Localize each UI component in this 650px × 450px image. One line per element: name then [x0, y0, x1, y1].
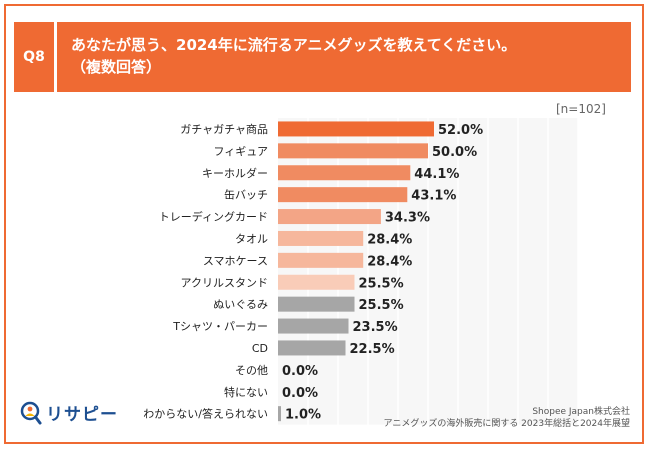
brand-logo-text: リサピー — [46, 405, 118, 425]
sample-size-label: [n=102] — [556, 102, 606, 116]
question-title-box: あなたが思う、2024年に流行るアニメグッズを教えてください。 （複数回答） — [57, 22, 631, 92]
value-label: 43.1% — [411, 189, 456, 204]
bar — [278, 318, 349, 334]
question-title-line1: あなたが思う、2024年に流行るアニメグッズを教えてください。 — [71, 36, 517, 54]
bar — [278, 209, 381, 225]
value-label: 52.0% — [438, 123, 483, 138]
bar — [278, 165, 411, 181]
category-label: トレーディングカード — [159, 210, 268, 224]
value-label: 50.0% — [432, 145, 477, 160]
source-company: Shopee Japan株式会社 — [532, 407, 630, 417]
category-label: スマホケース — [203, 254, 268, 267]
question-number-tab: Q8 — [14, 22, 54, 92]
category-label: タオル — [235, 232, 268, 245]
question-title-line2: （複数回答） — [71, 58, 162, 76]
bar — [278, 406, 281, 422]
category-label: 缶バッチ — [224, 188, 268, 202]
bar — [278, 187, 408, 203]
category-label: 特にない — [224, 385, 268, 399]
value-label: 28.4% — [367, 232, 412, 247]
value-label: 22.5% — [350, 342, 395, 357]
category-label: アクリルスタンド — [181, 276, 268, 289]
bar — [278, 296, 355, 312]
outer-frame — [4, 4, 644, 444]
question-number: Q8 — [23, 49, 45, 65]
source-footer: Shopee Japan株式会社 アニメグッズの海外販売に関する 2023年総括… — [384, 406, 631, 430]
brand-logo: リサピー — [20, 400, 118, 425]
bar — [278, 252, 364, 268]
value-label: 25.5% — [359, 298, 404, 313]
value-label: 0.0% — [282, 386, 318, 401]
value-label: 25.5% — [359, 276, 404, 291]
magnifier-person-icon — [20, 401, 42, 424]
value-label: 34.3% — [385, 211, 430, 226]
bar — [278, 274, 355, 290]
category-label: CD — [252, 342, 268, 355]
bar — [278, 340, 346, 356]
value-label: 1.0% — [285, 408, 321, 423]
category-label: わからない/答えられない — [143, 407, 268, 421]
value-label: 0.0% — [282, 364, 318, 379]
value-label: 44.1% — [414, 167, 459, 182]
category-label: キーホルダー — [202, 166, 268, 180]
category-label: Tシャツ・パーカー — [172, 320, 268, 333]
category-label: その他 — [235, 364, 268, 377]
category-label: ガチャガチャ商品 — [180, 122, 268, 136]
bar — [278, 143, 428, 159]
source-report-title: アニメグッズの海外販売に関する 2023年総括と2024年展望 — [383, 419, 631, 429]
category-label: ぬいぐるみ — [213, 298, 268, 311]
category-label: フィギュア — [213, 145, 268, 158]
value-label: 28.4% — [367, 254, 412, 269]
bar — [278, 121, 434, 137]
value-label: 23.5% — [353, 320, 398, 335]
bar — [278, 230, 364, 246]
